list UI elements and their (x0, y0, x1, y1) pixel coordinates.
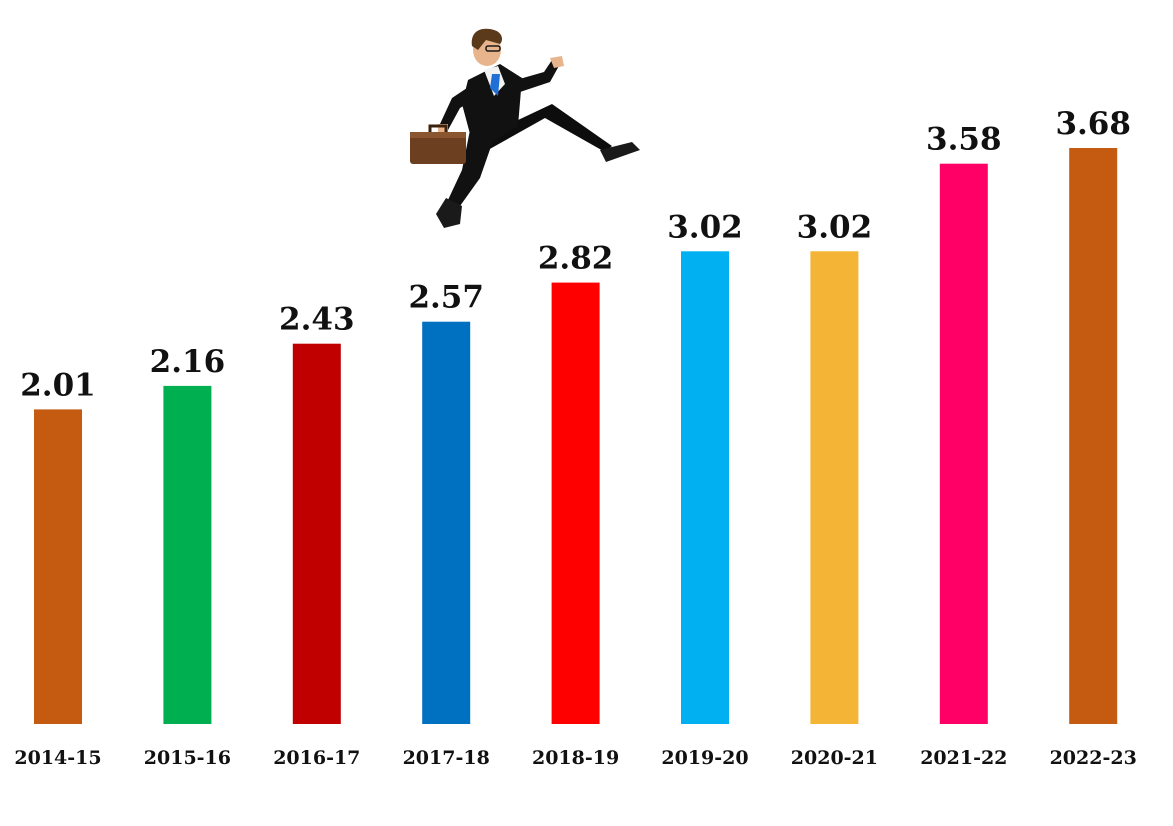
value-label-2021-22: 3.58 (926, 122, 1002, 158)
value-label-2022-23: 3.68 (1055, 106, 1131, 142)
bar-2022-23 (1069, 148, 1118, 724)
bar-2019-20 (681, 251, 729, 725)
value-label-2019-20: 3.02 (667, 209, 743, 245)
value-label-2020-21: 3.02 (797, 209, 873, 245)
x-tick-labels-group: 2014-15 2015-16 2016-17 2017-18 2018-19 2019-… (14, 747, 1136, 769)
bar-2015-16 (163, 385, 212, 724)
x-tick-label-2017-18: 2017-18 (403, 747, 490, 769)
bar-2017-18 (422, 321, 471, 724)
value-label-2017-18: 2.57 (408, 280, 484, 316)
x-tick-label-2019-20: 2019-20 (661, 747, 748, 769)
x-tick-label-2022-23: 2022-23 (1050, 747, 1137, 769)
bar-2021-22 (939, 163, 988, 724)
value-label-2016-17: 2.43 (279, 302, 355, 338)
x-tick-label-2021-22: 2021-22 (920, 747, 1007, 769)
bar-2020-21 (810, 251, 859, 725)
x-tick-label-2020-21: 2020-21 (791, 747, 878, 769)
value-label-2014-15: 2.01 (20, 367, 96, 403)
bar-2018-19 (551, 282, 600, 724)
value-label-2015-16: 2.16 (150, 344, 226, 380)
x-tick-label-2015-16: 2015-16 (144, 747, 231, 769)
x-tick-label-2016-17: 2016-17 (273, 747, 360, 769)
bar-2016-17 (292, 343, 341, 724)
x-tick-label-2014-15: 2014-15 (14, 747, 101, 769)
bar-2014-15 (34, 409, 82, 724)
bars-group (34, 148, 1118, 725)
value-labels-group: 2.01 2.16 2.43 2.57 2.82 3.02 3.02 3.58 3.68 (20, 106, 1131, 403)
running-businessman-icon (410, 28, 640, 228)
value-label-2018-19: 2.82 (538, 241, 614, 277)
x-tick-label-2018-19: 2018-19 (532, 747, 619, 769)
